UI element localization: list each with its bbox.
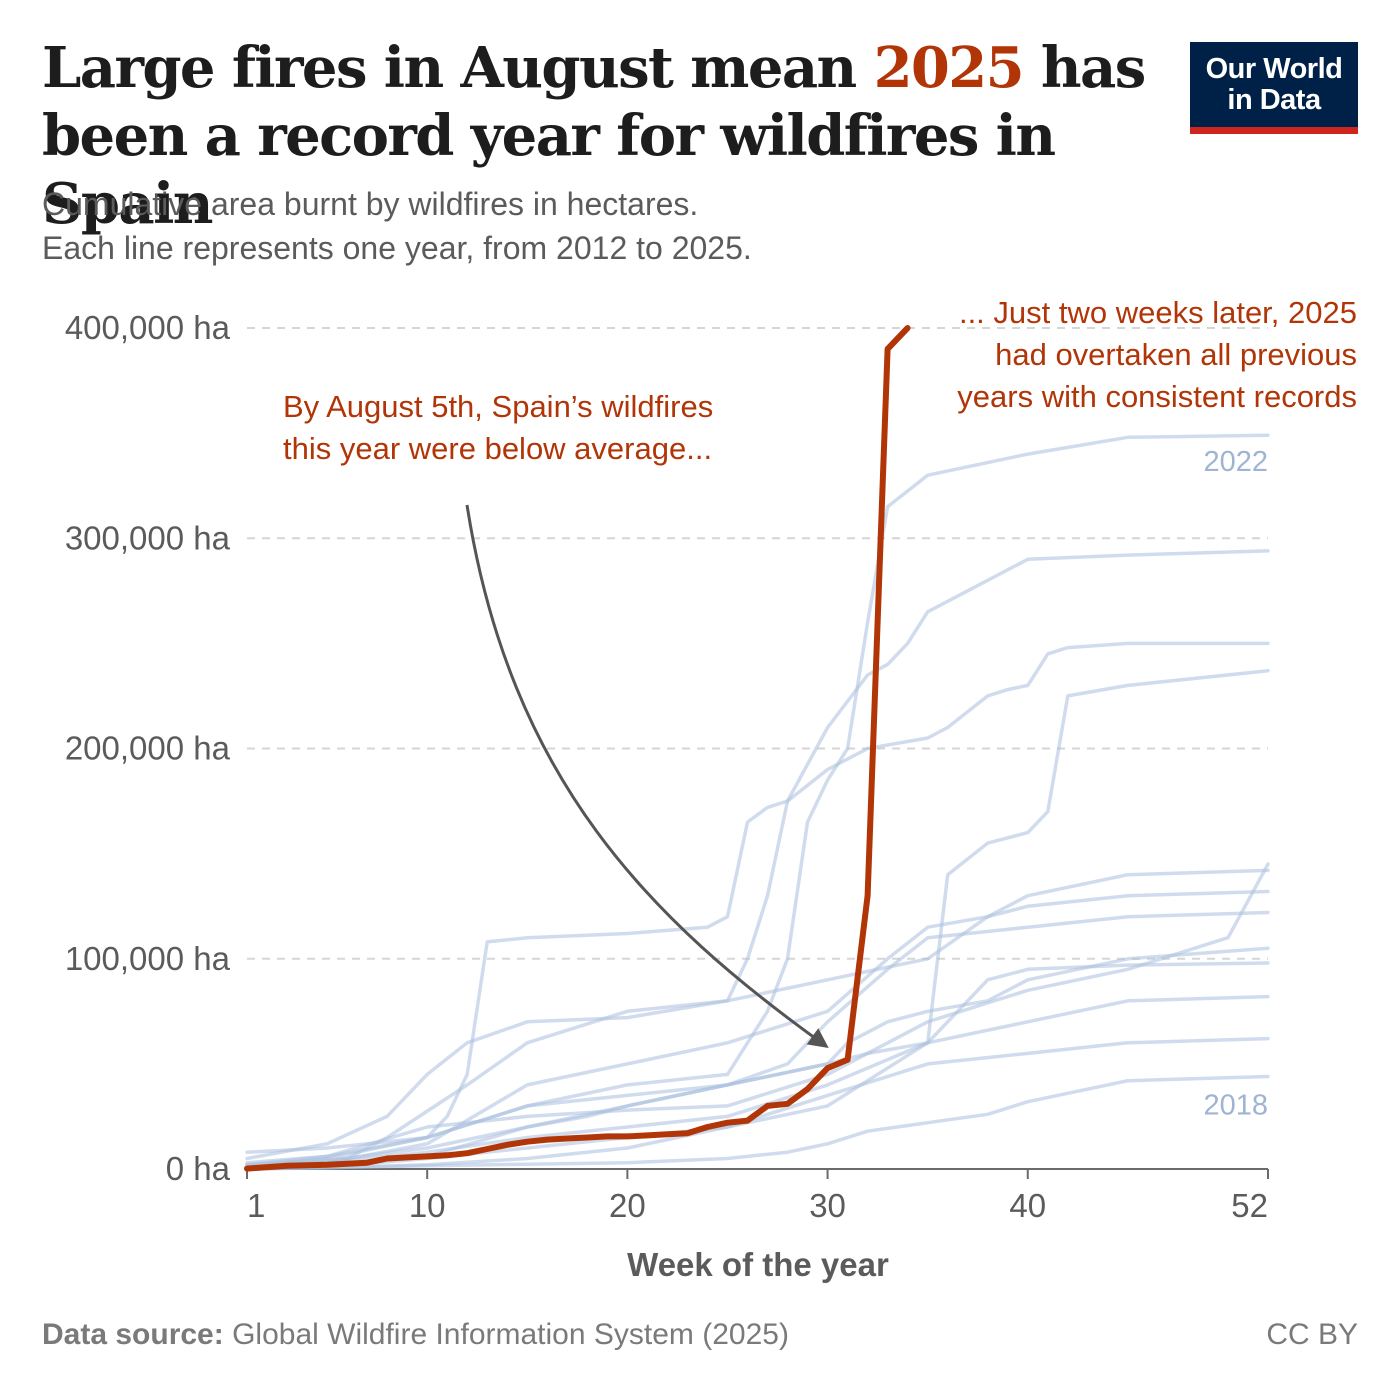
y-axis: 0 ha 100,000 ha 200,000 ha 300,000 ha 400,00… [65,309,231,1187]
x-tick-label: 30 [809,1187,846,1224]
series-line[interactable] [245,889,1270,1169]
subtitle-line-2: Each line represents one year, from 2012… [42,230,752,266]
series-line[interactable] [245,862,1270,1167]
y-tick-label: 200,000 ha [65,730,231,767]
x-tick-label: 40 [1009,1187,1046,1224]
y-gridlines [247,327,1268,960]
title-highlight-year: 2025 [873,35,1025,101]
y-tick-label: 300,000 ha [65,519,231,556]
logo-line-2: in Data [1227,84,1321,116]
subtitle-line-1: Cumulative area burnt by wildfires in he… [42,186,699,222]
series-line-2018[interactable] [245,1074,1270,1171]
y-tick-label: 400,000 ha [65,309,231,346]
annotation-arrow [465,504,829,1048]
annotation-below-average: By August 5th, Spain’s wildfires this yea… [283,389,713,466]
line-chart: 0 ha 100,000 ha 200,000 ha 300,000 ha 400,00… [65,295,1357,1283]
series-labels: 2022 2018 [1203,446,1268,1121]
past-years-lines [245,433,1270,1171]
y-tick-label: 0 ha [166,1150,231,1187]
annotation-line: By August 5th, Spain’s wildfires [283,389,713,424]
annotation-line: years with consistent records [957,379,1357,414]
footer: Data source: Global Wildfire Information… [42,1318,1358,1352]
series-line[interactable] [245,549,1270,1161]
x-tick-label: 52 [1231,1187,1268,1224]
series-line[interactable] [245,910,1270,1169]
series-line[interactable] [245,961,1270,1170]
annotation-overtaken: ... Just two weeks later, 2025 had overta… [957,295,1357,414]
license-link[interactable]: CC BY [1266,1318,1358,1351]
series-line[interactable] [245,1036,1270,1171]
series-line[interactable] [245,641,1270,1154]
y-tick-label: 100,000 ha [65,940,231,977]
series-2025-line[interactable] [244,325,911,1172]
chart-subtitle: Cumulative area burnt by wildfires in he… [42,182,1142,270]
owid-logo[interactable]: Our World in Data [1190,42,1358,134]
series-line-2022[interactable] [245,433,1270,1165]
x-tick-label: 10 [409,1187,446,1224]
annotation-line: this year were below average... [283,431,712,466]
chart-title: Large fires in August mean 2025 has been… [42,35,1146,237]
x-tick-label: 1 [247,1187,265,1224]
annotation-line: had overtaken all previous [995,337,1357,372]
x-tick-label: 20 [609,1187,646,1224]
source-text: Global Wildfire Information System (2025… [223,1318,789,1351]
annotation-line: ... Just two weeks later, 2025 [959,295,1357,330]
series-line[interactable] [245,668,1270,1171]
x-axis: 1 10 20 30 40 52 [246,1168,1269,1224]
year-2025-line [244,325,911,1172]
x-axis-label: Week of the year [627,1246,889,1283]
series-label-2018: 2018 [1203,1089,1268,1121]
logo-line-1: Our World [1205,53,1343,85]
series-line[interactable] [245,946,1270,1169]
series-label-2022: 2022 [1203,446,1268,478]
source-label: Data source: [42,1318,224,1351]
